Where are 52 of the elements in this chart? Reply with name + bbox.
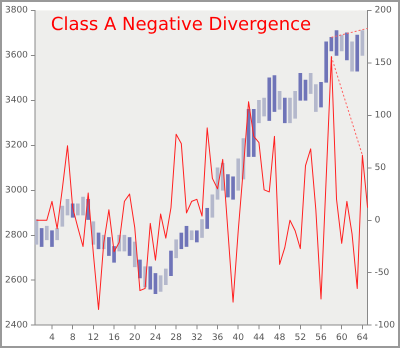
x-tick-label: 60 — [336, 332, 348, 343]
bar — [350, 42, 354, 72]
bar — [96, 232, 100, 250]
x-tick-label: 56 — [315, 332, 328, 343]
x-tick-label: 48 — [274, 332, 286, 343]
y-tick-label: 3000 — [5, 186, 28, 196]
x-tick-label: 64 — [356, 332, 368, 343]
x-tick-label: 16 — [108, 332, 120, 343]
bar — [345, 32, 349, 60]
bar — [174, 239, 178, 258]
bar — [355, 34, 360, 72]
y2-tick-label: 50 — [374, 163, 386, 174]
bar — [190, 230, 194, 240]
bar — [200, 219, 204, 238]
y-tick-label: 2600 — [5, 276, 28, 286]
bar — [205, 208, 210, 229]
x-tick-label: 8 — [70, 332, 76, 343]
y2-tick-label: 150 — [374, 58, 392, 68]
x-tick-label: 24 — [150, 332, 162, 343]
y-tick-label: 3600 — [5, 50, 28, 61]
bar — [44, 226, 49, 240]
y-tick-label: 3800 — [5, 6, 28, 16]
bar — [282, 98, 287, 124]
x-tick-label: 4 — [49, 332, 56, 343]
bar — [40, 228, 44, 247]
y2-tick-label: 100 — [374, 110, 392, 121]
bar — [195, 230, 199, 242]
y-tick-label: 3400 — [5, 96, 28, 106]
chart-title: Class A Negative Divergence — [50, 14, 312, 36]
x-tick-label: 20 — [129, 332, 141, 343]
x-tick-label: 36 — [212, 332, 224, 343]
x-tick-label: 12 — [88, 332, 100, 343]
y-tick-label: 2400 — [5, 320, 28, 331]
bar — [128, 237, 132, 256]
x-tick-label: 28 — [170, 332, 182, 343]
y2-tick-label: 200 — [374, 6, 392, 16]
x-tick-label: 40 — [232, 332, 244, 343]
bar — [50, 230, 54, 247]
bar — [278, 91, 282, 110]
y-tick-label: 3200 — [5, 140, 28, 151]
x-tick-label: 44 — [253, 332, 265, 343]
y2-tick-label: -50 — [374, 268, 390, 278]
x-tick-label: 52 — [294, 332, 306, 343]
y-tick-label: 2800 — [5, 230, 28, 241]
bar — [360, 30, 364, 56]
x-tick-label: 32 — [191, 332, 203, 343]
bar — [34, 219, 38, 245]
bar — [169, 250, 173, 276]
y2-tick-label: 0 — [374, 216, 381, 226]
bar — [55, 228, 59, 240]
y2-tick-label: -100 — [374, 320, 396, 331]
bar — [340, 34, 344, 52]
